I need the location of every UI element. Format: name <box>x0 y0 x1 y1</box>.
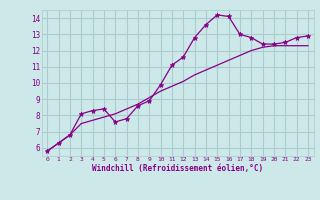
X-axis label: Windchill (Refroidissement éolien,°C): Windchill (Refroidissement éolien,°C) <box>92 164 263 173</box>
